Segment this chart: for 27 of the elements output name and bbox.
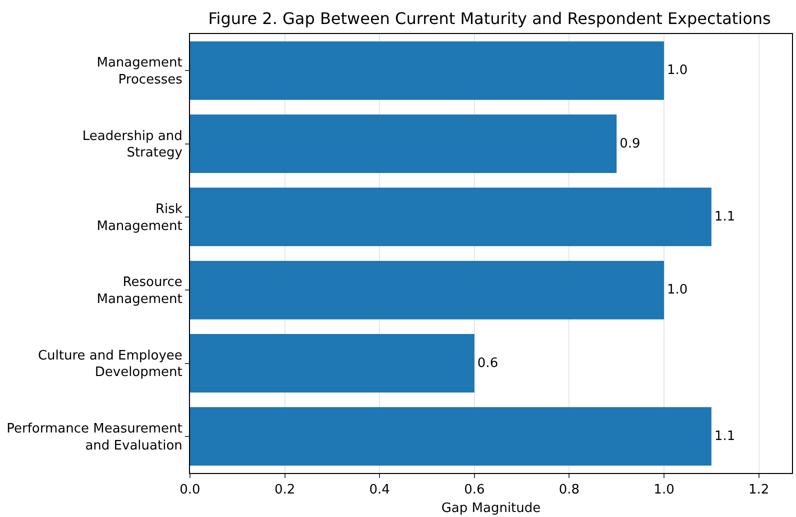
x-axis-title: Gap Magnitude	[441, 501, 541, 516]
x-tick-label: 0.8	[558, 482, 580, 498]
y-tick-label: Leadership and Strategy	[82, 128, 183, 161]
bar	[190, 188, 712, 246]
x-tick-label: 0.0	[180, 482, 200, 498]
bar	[190, 407, 712, 466]
bar	[190, 334, 474, 393]
y-tick-label: Performance Measurement and Evaluation	[6, 422, 182, 454]
x-tick-label: 1.0	[654, 482, 674, 498]
y-tick-label: Culture and Employee Development	[38, 348, 182, 380]
y-tick-label: Risk Management	[96, 202, 183, 234]
bar	[190, 114, 617, 174]
x-tick-label: 0.4	[369, 482, 390, 498]
x-tick-label: 0.6	[464, 482, 485, 498]
data-label: 0.9	[620, 136, 640, 152]
data-label: 0.6	[477, 356, 498, 371]
y-tick-label: Resource Management	[96, 275, 182, 308]
x-tick-label: 1.2	[748, 482, 770, 498]
data-label: 1.0	[667, 63, 688, 78]
chart-title: Figure 2. Gap Between Current Maturity and Respondent Expectations	[208, 9, 771, 28]
data-label: 1.1	[714, 209, 736, 224]
data-label: 1.1	[714, 428, 736, 444]
bar	[190, 260, 664, 320]
y-tick-label: Management Processes	[96, 56, 183, 88]
data-label: 1.0	[667, 282, 688, 298]
bar	[190, 41, 664, 100]
x-tick-label: 0.2	[274, 482, 296, 498]
